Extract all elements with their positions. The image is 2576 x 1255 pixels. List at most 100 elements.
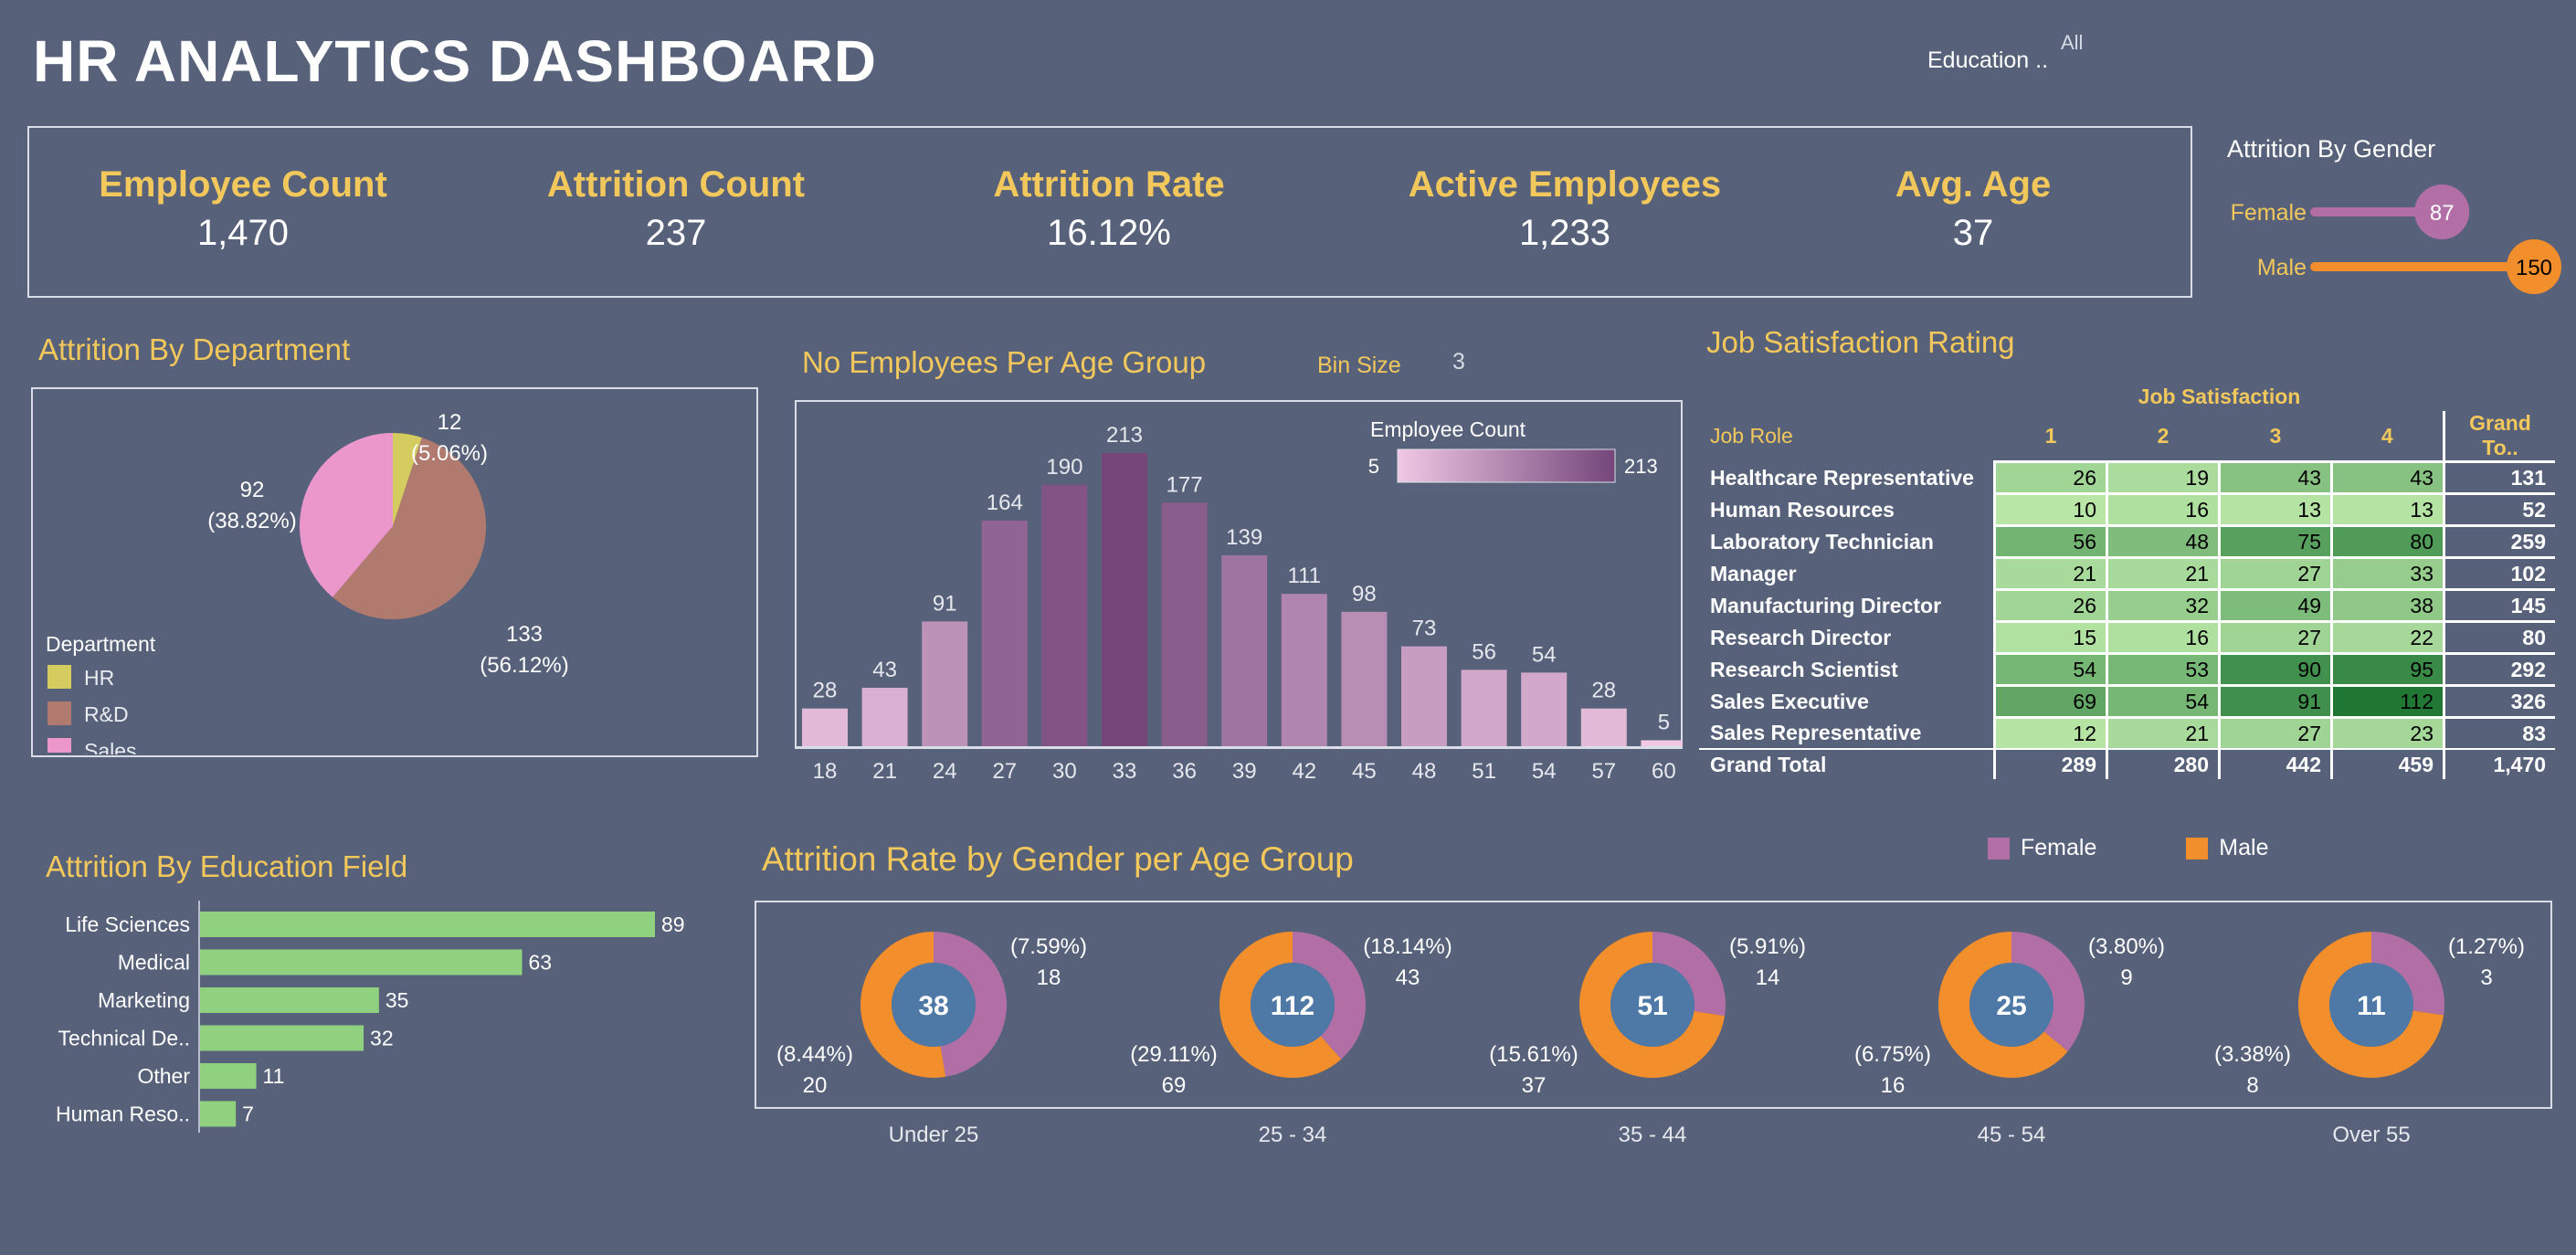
female-segment[interactable]	[2371, 932, 2444, 1016]
table-cell[interactable]: 43	[2218, 460, 2332, 494]
age-bar[interactable]	[1102, 453, 1147, 747]
table-cell[interactable]: 69	[1993, 684, 2107, 718]
department-legend-title: Department	[46, 632, 156, 656]
department-slice[interactable]	[300, 433, 393, 597]
male-segment[interactable]	[860, 932, 946, 1078]
kpi-value: 37	[1952, 213, 1994, 253]
female-pct-label: (18.14%)	[1363, 934, 1452, 959]
table-cell[interactable]: 112	[2330, 684, 2444, 718]
job-satisfaction-table: Job Satisfaction Job Role 1 2 3 4 Grand To.. He…	[1699, 382, 2555, 779]
male-swatch	[2186, 838, 2209, 860]
female-segment[interactable]	[934, 932, 1008, 1077]
table-cell[interactable]: 16	[2106, 620, 2220, 654]
column-total-cell: 289	[1993, 748, 2107, 779]
age-bar[interactable]	[1580, 708, 1627, 747]
table-cell[interactable]: 13	[2218, 492, 2332, 526]
table-cell[interactable]: 95	[2330, 652, 2444, 686]
table-cell[interactable]: 54	[2106, 684, 2220, 718]
female-segment[interactable]	[1652, 932, 1726, 1017]
age-bar-value: 213	[1106, 423, 1143, 448]
table-cell[interactable]: 32	[2106, 588, 2220, 622]
education-label: Other	[137, 1064, 190, 1088]
table-cell[interactable]: 90	[2218, 652, 2332, 686]
kpi-value: 237	[645, 213, 707, 253]
table-cell[interactable]: 16	[2106, 492, 2220, 526]
table-cell[interactable]: 91	[2218, 684, 2332, 718]
age-bar[interactable]	[1041, 484, 1088, 747]
age-bar[interactable]	[1221, 554, 1268, 747]
column-total-cell: 280	[2106, 748, 2220, 779]
age-bar[interactable]	[1161, 502, 1208, 747]
table-cell[interactable]: 56	[1993, 524, 2107, 558]
education-bar[interactable]	[200, 987, 379, 1013]
legend-female-label: Female	[2021, 835, 2097, 860]
table-cell[interactable]: 53	[2106, 652, 2220, 686]
bin-size-value[interactable]: 3	[1452, 349, 1465, 374]
department-slice[interactable]	[333, 438, 486, 619]
age-bar[interactable]	[861, 687, 908, 747]
education-bar[interactable]	[200, 1063, 257, 1089]
male-pct-label: (3.38%)	[2214, 1042, 2291, 1067]
table-cell[interactable]: 26	[1993, 588, 2107, 622]
table-column-header: 3	[2269, 423, 2282, 448]
age-bar[interactable]	[1461, 670, 1507, 747]
table-row-header: Job Role	[1710, 424, 1793, 448]
department-slice[interactable]	[393, 433, 422, 526]
table-cell[interactable]: 12	[1993, 716, 2107, 749]
legend-male-label: Male	[2219, 835, 2269, 860]
table-cell[interactable]: 10	[1993, 492, 2107, 526]
female-segment[interactable]	[1293, 932, 1366, 1060]
age-bar[interactable]	[1521, 672, 1568, 747]
table-cell[interactable]: 48	[2106, 524, 2220, 558]
table-cell[interactable]: 22	[2330, 620, 2444, 654]
job-role-label: Healthcare Representative	[1710, 465, 1974, 490]
education-label: Human Reso..	[56, 1102, 190, 1126]
female-segment[interactable]	[2011, 932, 2085, 1051]
table-cell[interactable]: 80	[2330, 524, 2444, 558]
table-cell[interactable]: 19	[2106, 460, 2220, 494]
department-chart-frame	[31, 387, 758, 757]
education-bar[interactable]	[200, 1101, 237, 1127]
table-cell[interactable]: 49	[2218, 588, 2332, 622]
age-bar[interactable]	[1281, 594, 1327, 747]
education-bar[interactable]	[200, 912, 655, 937]
age-bar[interactable]	[922, 621, 968, 747]
education-filter-label[interactable]: Education ..	[1927, 47, 2049, 73]
department-legend-swatch	[48, 701, 71, 725]
education-filter-value[interactable]: All	[2061, 31, 2084, 54]
gender-label: Male	[2257, 255, 2307, 280]
age-bar[interactable]	[981, 521, 1028, 747]
age-bar[interactable]	[1641, 740, 1683, 747]
table-cell[interactable]: 43	[2330, 460, 2444, 494]
table-cell[interactable]: 23	[2330, 716, 2444, 749]
age-bar[interactable]	[1341, 611, 1388, 747]
age-bar[interactable]	[802, 708, 848, 747]
table-cell[interactable]: 27	[2218, 716, 2332, 749]
table-cell[interactable]: 54	[1993, 652, 2107, 686]
age-bar[interactable]	[1401, 646, 1447, 747]
education-bar[interactable]	[200, 949, 523, 976]
table-cell[interactable]: 13	[2330, 492, 2444, 526]
table-cell[interactable]: 38	[2330, 588, 2444, 622]
table-cell[interactable]: 21	[2106, 556, 2220, 590]
table-cell[interactable]: 33	[2330, 556, 2444, 590]
table-cell[interactable]: 21	[1993, 556, 2107, 590]
female-pct-label: (7.59%)	[1010, 934, 1087, 959]
male-segment[interactable]	[1938, 932, 2068, 1078]
table-cell[interactable]: 27	[2218, 620, 2332, 654]
male-segment[interactable]	[1579, 932, 1726, 1078]
male-count-label: 37	[1522, 1073, 1547, 1098]
gender-bubble[interactable]	[2507, 239, 2561, 294]
gender-bubble[interactable]	[2414, 185, 2470, 239]
table-cell[interactable]: 75	[2218, 524, 2332, 558]
table-cell[interactable]: 26	[1993, 460, 2107, 494]
department-legend-label: R&D	[84, 702, 129, 726]
table-cell[interactable]: 15	[1993, 620, 2107, 654]
age-bar-value: 98	[1352, 582, 1377, 606]
male-segment[interactable]	[2298, 932, 2444, 1078]
male-segment[interactable]	[1219, 932, 1342, 1078]
table-cell[interactable]: 27	[2218, 556, 2332, 590]
table-header-group-row: Job Satisfaction	[1699, 382, 2555, 411]
education-bar[interactable]	[200, 1025, 364, 1051]
table-cell[interactable]: 21	[2106, 716, 2220, 749]
